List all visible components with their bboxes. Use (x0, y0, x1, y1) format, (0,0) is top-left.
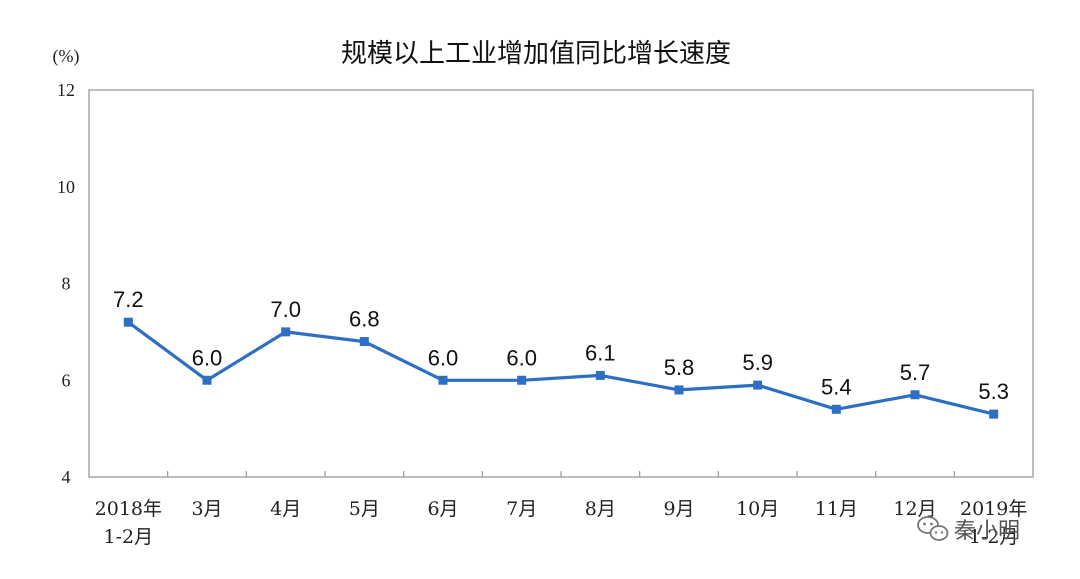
data-label: 5.4 (821, 374, 852, 399)
data-point (831, 404, 841, 414)
plot-frame (88, 89, 1034, 478)
y-tick-label: 10 (57, 177, 75, 197)
x-tick-label: 7月 (506, 498, 537, 520)
data-label: 7.0 (270, 297, 301, 322)
x-tick-label: 5月 (349, 498, 380, 520)
y-tick-label: 6 (62, 370, 71, 390)
x-tick-label: 8月 (585, 498, 616, 520)
data-point (281, 327, 291, 337)
data-point (123, 317, 133, 327)
x-tick-label: 11月 (815, 498, 858, 520)
data-label: 6.0 (506, 345, 537, 370)
data-label: 7.2 (113, 287, 144, 312)
chart-title: 规模以上工业增加值同比增长速度 (341, 39, 731, 69)
x-tick-label: 2019年 (960, 498, 1027, 520)
x-tick-label: 1-2月 (969, 526, 1019, 548)
data-points (123, 317, 999, 419)
y-tick-label: 12 (57, 80, 75, 100)
y-tick-label: 8 (62, 274, 71, 294)
data-point (674, 385, 684, 395)
data-point (989, 409, 999, 419)
y-axis-unit: (%) (53, 46, 80, 67)
y-axis-ticks: 4 6 8 10 12 (57, 80, 75, 487)
data-labels: 7.2 6.0 7.0 6.8 6.0 6.0 6.1 5.8 5.9 5.4 5.7 5.3 (113, 287, 1009, 404)
data-label: 6.0 (192, 345, 223, 370)
data-point (595, 370, 605, 380)
data-label: 5.7 (900, 360, 931, 385)
data-label: 6.1 (585, 340, 616, 365)
x-tick-label: 6月 (427, 498, 458, 520)
data-point (438, 375, 448, 385)
x-axis-ticks: 2018年 1-2月 3月 4月 5月 6月 7月 8月 9月 10月 11月 12月 2019年 1-2… (95, 471, 1027, 548)
data-label: 6.0 (428, 345, 459, 370)
watermark-text: 秦小明 (954, 519, 1020, 544)
series-line (127, 320, 995, 416)
x-tick-label: 10月 (736, 498, 779, 520)
wechat-icon (917, 516, 949, 541)
x-tick-label: 1-2月 (104, 526, 154, 548)
y-tick-label: 4 (62, 467, 71, 487)
data-point (517, 375, 527, 385)
data-label: 5.9 (742, 350, 773, 375)
watermark: 秦小明 (917, 516, 1020, 544)
data-point (910, 390, 920, 400)
data-label: 6.8 (349, 307, 380, 332)
x-tick-label: 9月 (663, 498, 694, 520)
data-point (753, 380, 763, 390)
data-point (202, 375, 212, 385)
x-tick-label: 12月 (893, 498, 936, 520)
x-tick-label: 4月 (270, 498, 301, 520)
data-label: 5.3 (978, 379, 1009, 404)
x-tick-label: 2018年 (95, 498, 162, 520)
data-point (359, 337, 369, 347)
data-label: 5.8 (664, 355, 695, 380)
x-tick-label: 3月 (191, 498, 222, 520)
